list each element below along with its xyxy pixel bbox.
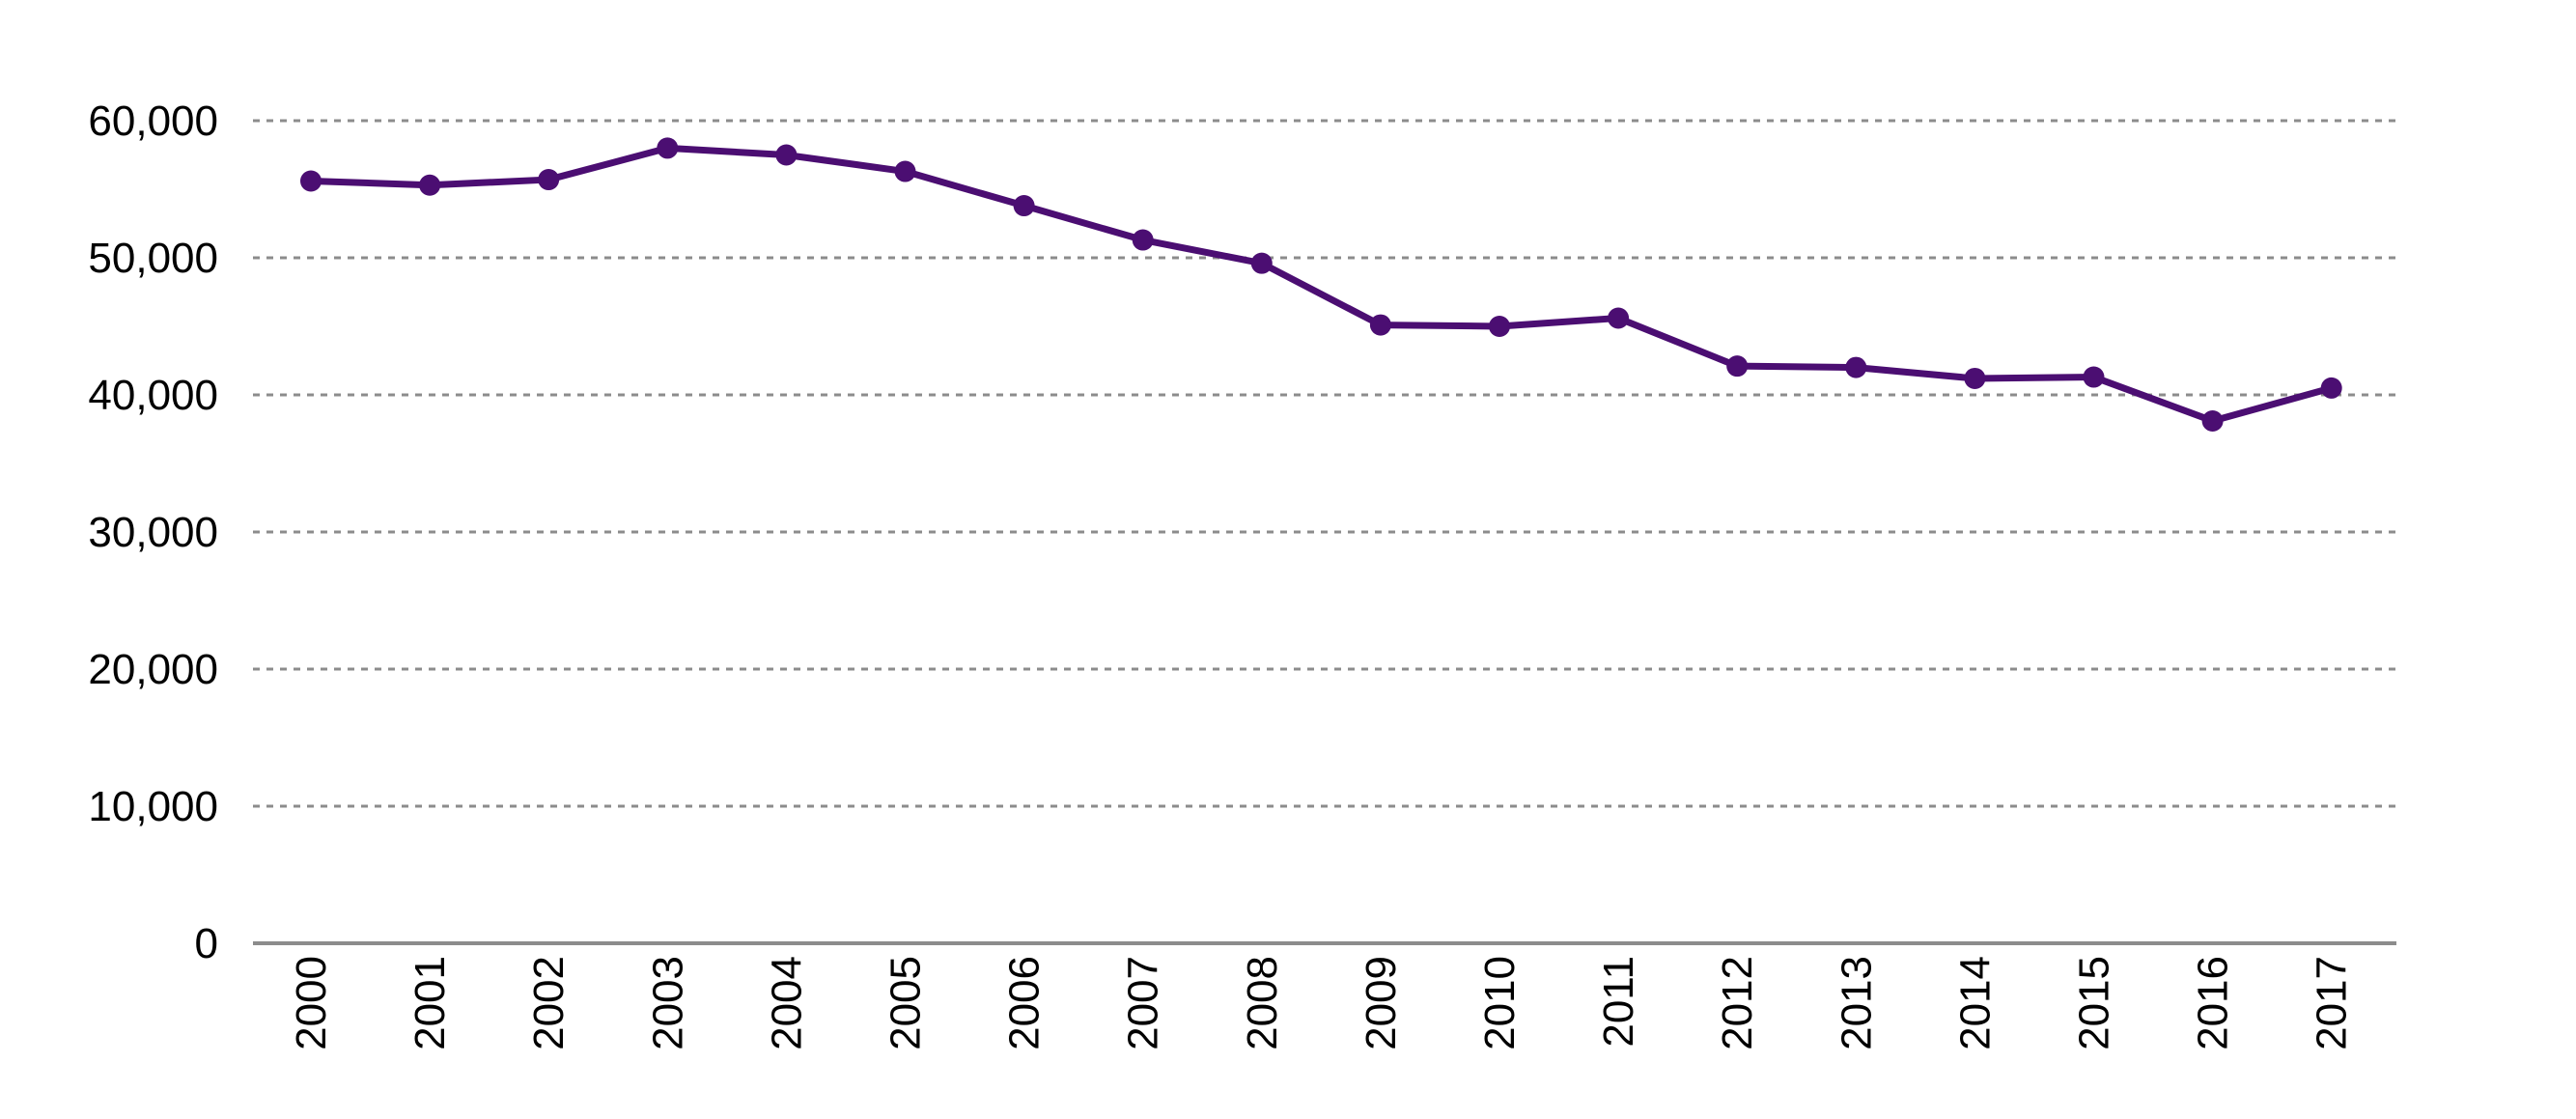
x-tick-label: 2006	[1001, 956, 1049, 1050]
x-tick-label: 2011	[1595, 956, 1642, 1048]
x-tick-label: 2002	[525, 956, 573, 1050]
data-point	[1013, 195, 1035, 217]
data-point	[2201, 409, 2224, 432]
data-point	[1726, 355, 1749, 378]
y-tick-label: 20,000	[88, 646, 218, 693]
y-tick-label: 50,000	[88, 235, 218, 282]
data-point	[2320, 377, 2342, 399]
data-point	[2083, 366, 2105, 388]
y-axis-tick-labels: 0 10,000 20,000 30,000 40,000 50,000 60,000	[88, 98, 218, 967]
data-point	[1964, 367, 1986, 389]
x-tick-label: 2016	[2190, 956, 2237, 1050]
x-tick-label: 2003	[644, 956, 691, 1050]
x-axis-tick-labels: 2000 2001 2002 2003 2004 2005 2006 2007 2008 2009…	[288, 956, 2356, 1050]
x-tick-label: 2009	[1358, 956, 1405, 1050]
data-point	[1132, 229, 1154, 251]
series-group	[300, 137, 2342, 432]
x-tick-label: 2008	[1239, 956, 1286, 1050]
x-tick-label: 2004	[763, 956, 810, 1050]
data-point	[300, 170, 322, 192]
x-tick-label: 2015	[2071, 956, 2118, 1050]
y-tick-label: 60,000	[88, 98, 218, 145]
x-tick-label: 2012	[1714, 956, 1761, 1050]
x-tick-label: 2005	[882, 956, 930, 1050]
data-point	[894, 160, 916, 182]
data-point	[419, 174, 441, 196]
x-tick-label: 2013	[1833, 956, 1880, 1050]
data-point	[1369, 314, 1391, 336]
y-tick-label: 40,000	[88, 372, 218, 419]
x-tick-label: 2000	[288, 956, 335, 1050]
x-tick-label: 2007	[1120, 956, 1167, 1050]
data-point	[775, 144, 798, 166]
data-point	[1489, 316, 1510, 337]
data-point	[657, 137, 679, 159]
y-tick-label: 0	[195, 920, 218, 967]
y-tick-label: 10,000	[88, 783, 218, 830]
data-point	[1845, 356, 1867, 378]
y-tick-label: 30,000	[88, 509, 218, 556]
data-point	[1608, 307, 1630, 329]
x-tick-label: 2001	[406, 956, 454, 1050]
x-tick-label: 2014	[1951, 956, 1999, 1050]
data-point	[1250, 252, 1273, 274]
x-tick-label: 2010	[1476, 956, 1524, 1050]
series-line	[307, 144, 2336, 425]
x-tick-label: 2017	[2309, 956, 2356, 1050]
gridlines	[253, 119, 2396, 808]
data-point	[538, 169, 560, 191]
